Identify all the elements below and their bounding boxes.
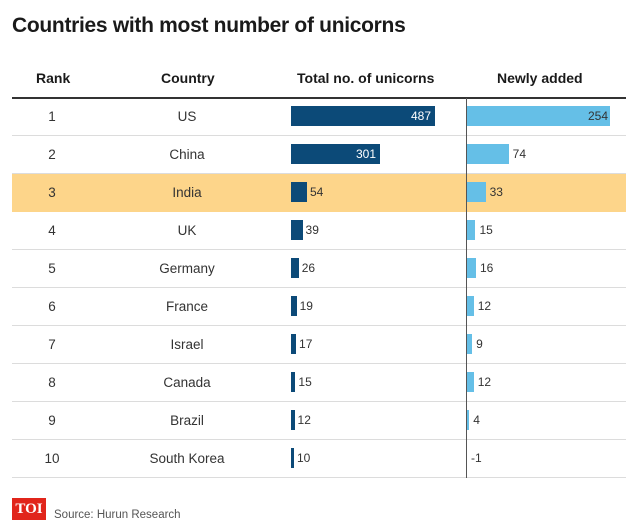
chart-title: Countries with most number of unicorns <box>12 14 406 37</box>
total-value-label: 54 <box>309 185 324 199</box>
country-cell: India <box>172 185 202 200</box>
newly-added-bar <box>467 220 476 240</box>
newly-added-bar <box>467 258 476 278</box>
source-note: Source: Hurun Research <box>54 509 181 521</box>
newly-added-bar <box>467 372 474 392</box>
country-cell: South Korea <box>149 451 225 466</box>
total-value-label: 19 <box>299 299 313 313</box>
toi-logo: TOI <box>12 498 46 520</box>
total-bar <box>291 182 307 202</box>
rank-cell: 7 <box>48 337 56 352</box>
rank-cell: 4 <box>48 223 56 238</box>
total-value-label: 10 <box>296 451 311 465</box>
total-bar <box>291 106 435 126</box>
country-cell: France <box>165 299 209 314</box>
table-row: 3 India <box>12 174 626 212</box>
country-cell: China <box>169 147 205 162</box>
newly-added-value-label: 74 <box>512 147 527 161</box>
newly-added-value-label: -1 <box>471 451 482 465</box>
newly-added-bar <box>467 106 610 126</box>
newly-added-bar <box>467 334 473 354</box>
table-row: 1 US <box>12 98 626 136</box>
total-value-label: 17 <box>299 337 313 351</box>
total-value-label: 301 <box>356 147 377 161</box>
newly-added-value-label: 12 <box>477 375 492 389</box>
table-row: 9 Brazil <box>12 402 626 440</box>
rank-cell: 3 <box>48 185 56 200</box>
country-cell: UK <box>177 223 197 238</box>
header-rule <box>12 97 626 99</box>
total-header: Total no. of unicorns <box>297 70 435 86</box>
total-value-label: 39 <box>305 223 319 237</box>
newly-added-value-label: 33 <box>489 185 503 199</box>
newly-added-header: Newly added <box>497 70 583 86</box>
country-cell: Canada <box>163 375 211 390</box>
rank-cell: 2 <box>48 147 56 162</box>
rank-cell: 5 <box>48 261 56 276</box>
table-row: 6 France <box>12 288 626 326</box>
newly-added-value-label: 16 <box>480 261 494 275</box>
table-row: 8 Canada <box>12 364 626 402</box>
newly-added-bar <box>467 296 474 316</box>
total-value-label: 15 <box>298 375 312 389</box>
total-bar <box>291 296 297 316</box>
rank-header: Rank <box>36 70 71 86</box>
country-header: Country <box>161 70 215 86</box>
newly-added-axis <box>466 98 467 478</box>
total-bar <box>291 220 303 240</box>
table-row: 7 Israel <box>12 326 626 364</box>
total-bar <box>291 144 380 164</box>
newly-added-bar <box>467 410 470 430</box>
table-row: 10 South Korea <box>12 440 626 478</box>
newly-added-value-label: 254 <box>588 109 609 123</box>
table-row: 2 China <box>12 136 626 174</box>
rank-cell: 9 <box>48 413 56 428</box>
newly-added-value-label: 4 <box>473 413 480 427</box>
total-bar <box>291 410 295 430</box>
newly-added-value-label: 15 <box>479 223 493 237</box>
newly-added-value-label: 9 <box>476 337 483 351</box>
rank-cell: 6 <box>48 299 56 314</box>
total-value-label: 487 <box>411 109 432 123</box>
country-cell: Brazil <box>170 413 204 428</box>
total-bar <box>291 258 299 278</box>
rank-cell: 1 <box>48 109 56 124</box>
newly-added-value-label: 12 <box>477 299 492 313</box>
country-cell: Germany <box>159 261 215 276</box>
newly-added-bar <box>467 144 509 164</box>
total-value-label: 12 <box>297 413 311 427</box>
total-bar <box>291 334 297 354</box>
rank-cell: 10 <box>44 451 60 466</box>
table-row: 5 Germany <box>12 250 626 288</box>
country-cell: US <box>177 109 197 124</box>
total-bar <box>291 372 296 392</box>
rank-cell: 8 <box>48 375 56 390</box>
newly-added-bar <box>467 182 486 202</box>
unicorn-table: 1 US 487 254 2 China 301 74 3 India 54 33 4 UK 39 15 5 Ge… <box>0 98 637 478</box>
total-value-label: 26 <box>301 261 316 275</box>
table-row: 4 UK <box>12 212 626 250</box>
total-bar <box>291 448 294 468</box>
country-cell: Israel <box>170 337 204 352</box>
